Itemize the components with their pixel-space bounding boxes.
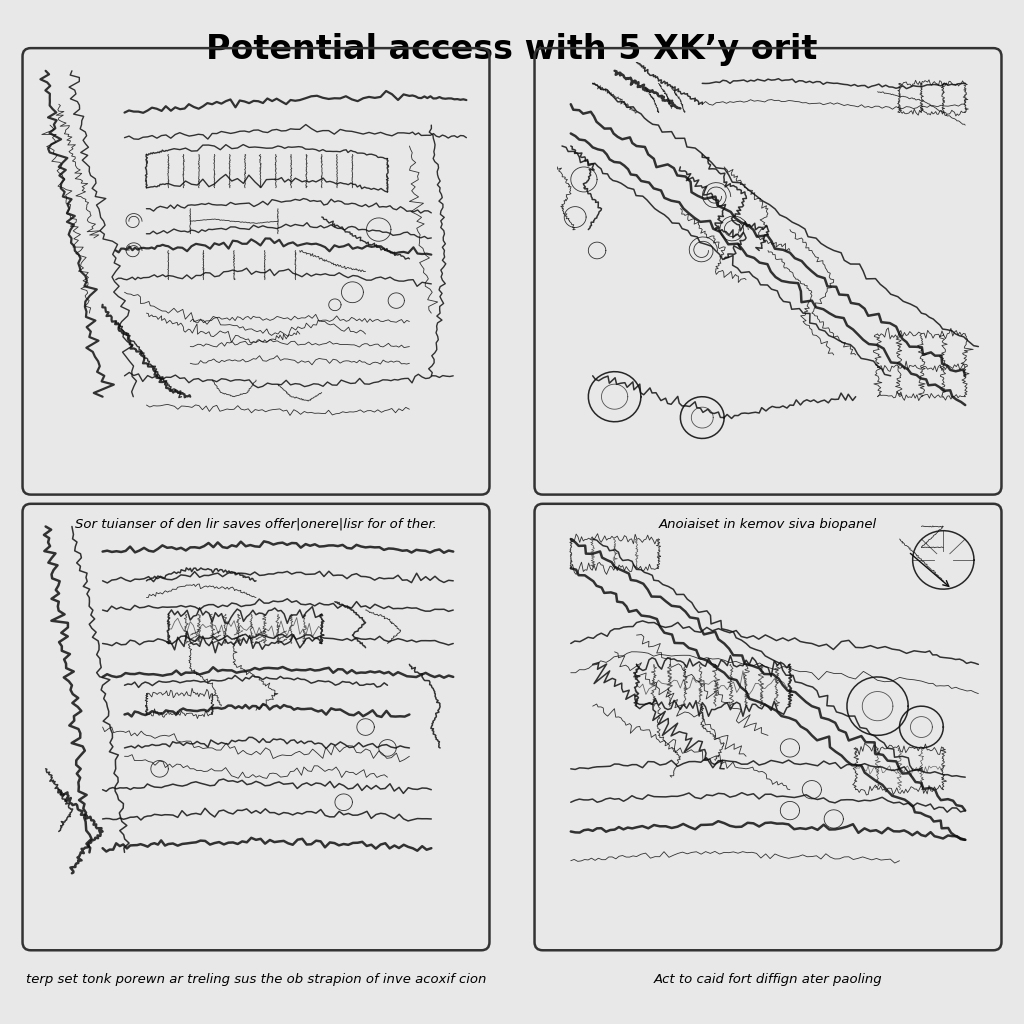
Text: Anoiaiset in kemov siva biopanel: Anoiaiset in kemov siva biopanel [658,518,878,530]
Text: Potential access with 5 XK’y orit: Potential access with 5 XK’y orit [206,33,818,66]
Text: terp set tonk porewn ar treling sus the ob strapion of inve acoxif cion: terp set tonk porewn ar treling sus the … [26,974,486,986]
Text: Act to caid fort diffign ater paoling: Act to caid fort diffign ater paoling [653,974,883,986]
Text: Sor tuianser of den lir saves offer|onere|lisr for of ther.: Sor tuianser of den lir saves offer|oner… [75,518,437,530]
